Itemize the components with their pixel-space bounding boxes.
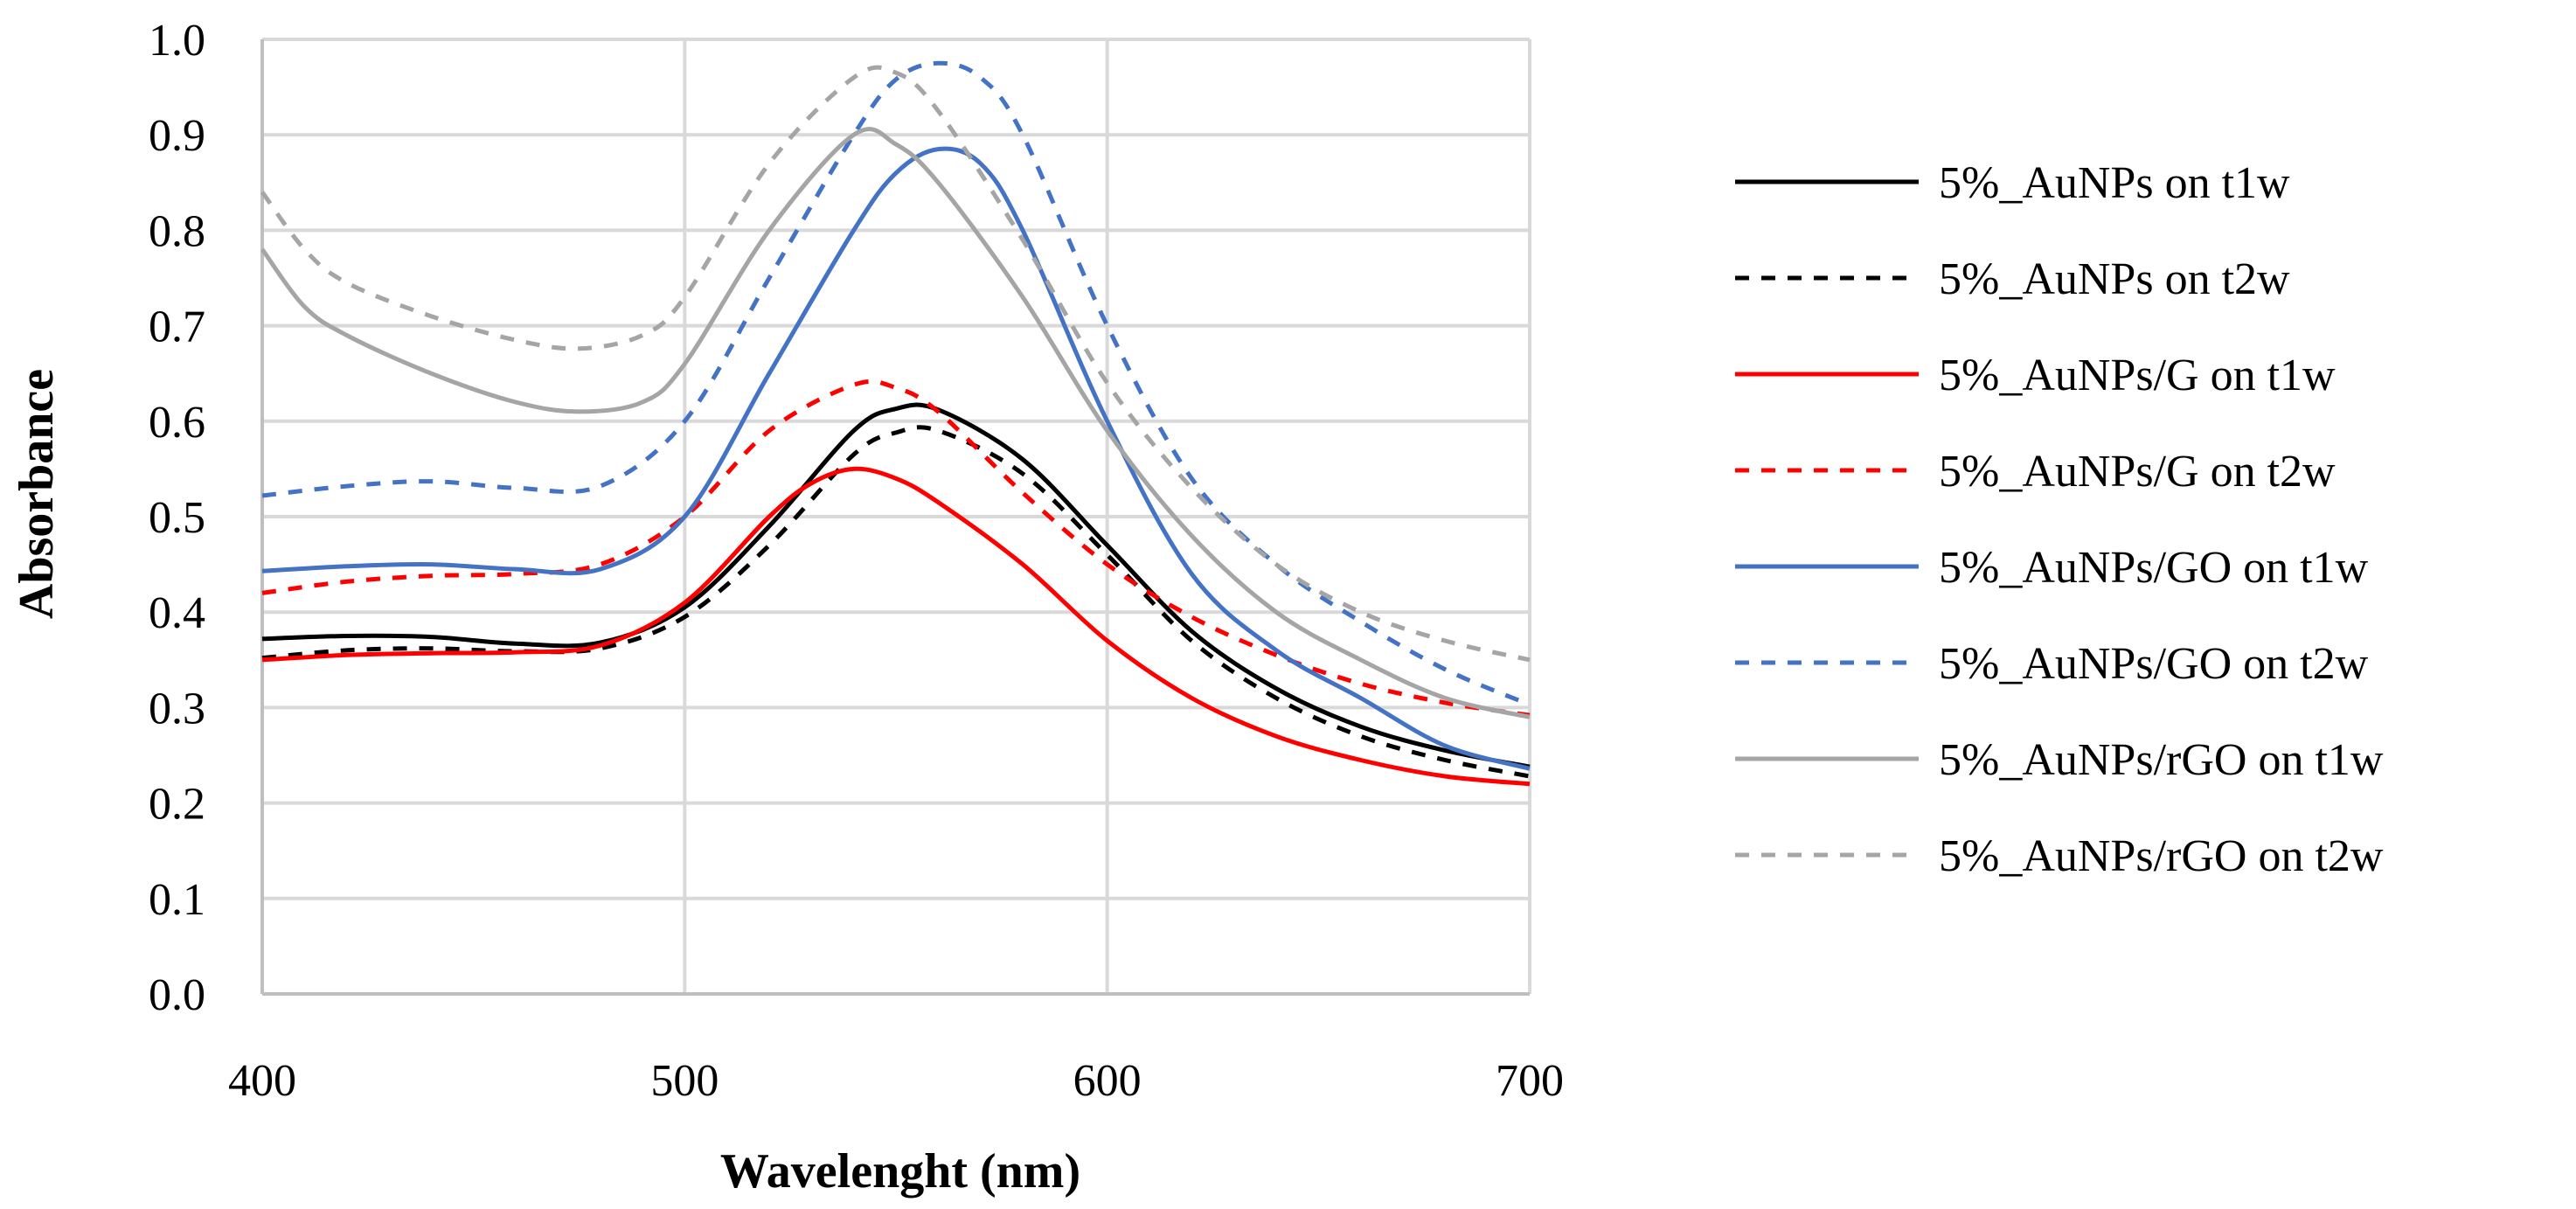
legend: 5%_AuNPs on t1w 5%_AuNPs on t2w 5%_AuNPs/G…	[1735, 158, 2384, 881]
series-line-5-aunps-go-on-t1w	[261, 146, 1531, 771]
legend-label: 5%_AuNPs on t1w	[1939, 158, 2290, 208]
axes	[260, 39, 1530, 996]
legend-label: 5%_AuNPs on t2w	[1939, 254, 2290, 304]
series-line-5-aunps-g-on-t1w	[261, 466, 1531, 787]
y-tick-label: 0.7	[149, 302, 205, 352]
x-tick-label: 400	[228, 1056, 296, 1106]
legend-label: 5%_AuNPs/G on t1w	[1939, 351, 2336, 400]
legend-item: 5%_AuNPs/rGO on t1w	[1735, 735, 2384, 785]
legend-item: 5%_AuNPs/G on t2w	[1735, 447, 2336, 497]
tick-labels: 0.0 0.1 0.2 0.3 0.4 0.5 0.6 0.7 0.8 0.9 1.0 400 500 6…	[149, 16, 1564, 1106]
legend-item: 5%_AuNPs on t2w	[1735, 254, 2290, 304]
y-axis-title: Absorbance	[10, 369, 64, 619]
plot-series	[260, 60, 1531, 787]
y-tick-label: 0.2	[149, 780, 205, 830]
x-tick-label: 700	[1496, 1056, 1564, 1106]
x-axis-title: Wavelenght (nm)	[720, 1144, 1080, 1199]
legend-item: 5%_AuNPs/GO on t1w	[1735, 543, 2369, 593]
y-tick-label: 0.1	[149, 875, 205, 925]
y-tick-label: 0.3	[149, 684, 205, 733]
series-line-5-aunps-rgo-on-t1w	[260, 127, 1531, 719]
x-tick-label: 500	[650, 1056, 719, 1106]
legend-label: 5%_AuNPs/rGO on t2w	[1939, 831, 2384, 881]
grid	[260, 38, 1531, 996]
y-tick-label: 1.0	[149, 16, 205, 66]
y-tick-label: 0.0	[149, 970, 205, 1020]
legend-item: 5%_AuNPs on t1w	[1735, 158, 2290, 208]
legend-label: 5%_AuNPs/rGO on t1w	[1939, 735, 2384, 785]
legend-label: 5%_AuNPs/GO on t2w	[1939, 639, 2369, 689]
series-line-5-aunps-on-t1w	[261, 402, 1531, 769]
y-tick-label: 0.6	[149, 398, 205, 448]
y-tick-label: 0.4	[149, 588, 205, 638]
legend-label: 5%_AuNPs/GO on t1w	[1939, 543, 2369, 593]
legend-item: 5%_AuNPs/G on t1w	[1735, 351, 2336, 400]
legend-item: 5%_AuNPs/GO on t2w	[1735, 639, 2369, 689]
legend-label: 5%_AuNPs/G on t2w	[1939, 447, 2336, 497]
series-line-5-aunps-rgo-on-t2w	[260, 65, 1531, 663]
legend-item: 5%_AuNPs/rGO on t2w	[1735, 831, 2384, 881]
y-tick-label: 0.5	[149, 493, 205, 543]
y-tick-label: 0.8	[149, 206, 205, 256]
y-tick-label: 0.9	[149, 111, 205, 161]
x-tick-label: 600	[1073, 1056, 1142, 1106]
